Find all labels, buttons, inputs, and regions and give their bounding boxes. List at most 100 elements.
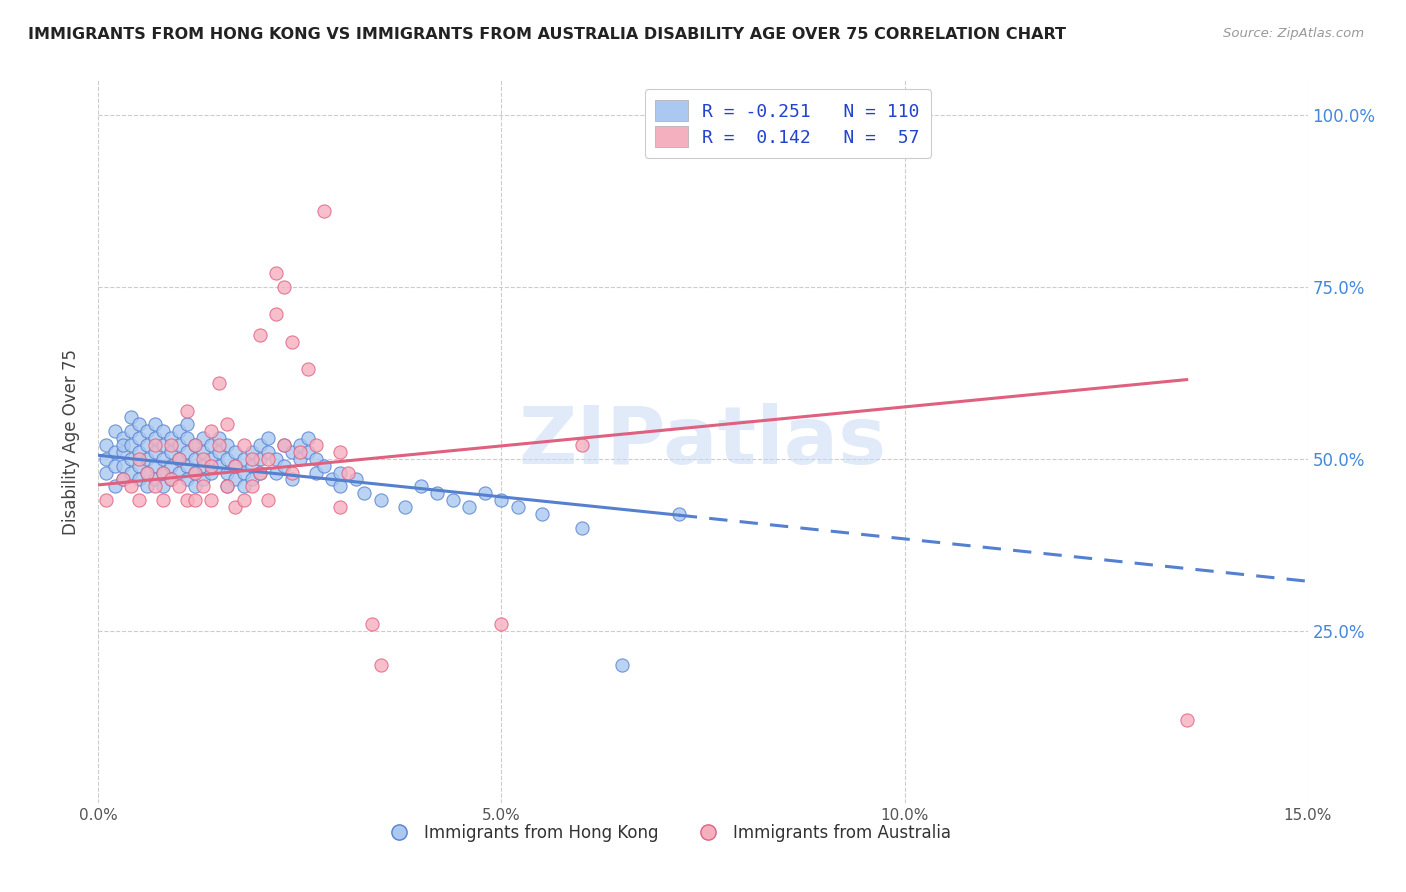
- Point: [193, 451, 215, 466]
- Point: [135, 438, 157, 452]
- Point: [240, 472, 263, 486]
- Point: [305, 438, 328, 452]
- Point: [167, 466, 190, 480]
- Point: [167, 479, 190, 493]
- Point: [176, 472, 198, 486]
- Point: [200, 466, 222, 480]
- Point: [353, 486, 375, 500]
- Point: [288, 451, 311, 466]
- Point: [224, 500, 246, 514]
- Point: [160, 458, 183, 473]
- Point: [143, 417, 166, 432]
- Point: [200, 451, 222, 466]
- Point: [167, 451, 190, 466]
- Point: [224, 445, 246, 459]
- Point: [200, 493, 222, 508]
- Point: [103, 479, 125, 493]
- Point: [224, 458, 246, 473]
- Point: [193, 431, 215, 445]
- Point: [128, 493, 150, 508]
- Point: [370, 658, 392, 673]
- Point: [458, 500, 481, 514]
- Point: [96, 438, 118, 452]
- Point: [232, 451, 254, 466]
- Point: [256, 445, 278, 459]
- Point: [135, 466, 157, 480]
- Text: Source: ZipAtlas.com: Source: ZipAtlas.com: [1223, 27, 1364, 40]
- Point: [273, 438, 295, 452]
- Point: [152, 479, 174, 493]
- Point: [152, 424, 174, 438]
- Point: [184, 451, 207, 466]
- Point: [273, 279, 295, 293]
- Point: [217, 479, 239, 493]
- Point: [160, 431, 183, 445]
- Point: [474, 486, 496, 500]
- Point: [184, 438, 207, 452]
- Point: [160, 472, 183, 486]
- Point: [1175, 713, 1198, 727]
- Point: [160, 445, 183, 459]
- Point: [200, 438, 222, 452]
- Point: [612, 658, 634, 673]
- Point: [409, 479, 432, 493]
- Point: [273, 438, 295, 452]
- Point: [152, 466, 174, 480]
- Point: [281, 445, 304, 459]
- Point: [224, 458, 246, 473]
- Point: [103, 458, 125, 473]
- Point: [184, 466, 207, 480]
- Point: [217, 479, 239, 493]
- Point: [232, 479, 254, 493]
- Point: [217, 466, 239, 480]
- Point: [256, 493, 278, 508]
- Point: [281, 334, 304, 349]
- Point: [240, 479, 263, 493]
- Point: [120, 451, 142, 466]
- Point: [249, 466, 271, 480]
- Point: [143, 479, 166, 493]
- Point: [193, 472, 215, 486]
- Point: [96, 493, 118, 508]
- Point: [135, 424, 157, 438]
- Point: [96, 451, 118, 466]
- Point: [491, 616, 513, 631]
- Point: [193, 458, 215, 473]
- Point: [128, 458, 150, 473]
- Point: [571, 438, 593, 452]
- Point: [264, 307, 287, 321]
- Point: [143, 431, 166, 445]
- Point: [256, 451, 278, 466]
- Point: [394, 500, 416, 514]
- Point: [120, 410, 142, 425]
- Point: [176, 445, 198, 459]
- Point: [111, 431, 134, 445]
- Point: [152, 438, 174, 452]
- Point: [273, 458, 295, 473]
- Point: [120, 424, 142, 438]
- Point: [208, 431, 231, 445]
- Point: [176, 431, 198, 445]
- Point: [208, 376, 231, 390]
- Point: [200, 424, 222, 438]
- Point: [176, 493, 198, 508]
- Point: [297, 445, 319, 459]
- Point: [128, 431, 150, 445]
- Point: [249, 327, 271, 342]
- Point: [111, 458, 134, 473]
- Point: [256, 431, 278, 445]
- Point: [143, 472, 166, 486]
- Point: [111, 472, 134, 486]
- Point: [152, 466, 174, 480]
- Point: [167, 451, 190, 466]
- Point: [128, 472, 150, 486]
- Point: [361, 616, 384, 631]
- Point: [297, 362, 319, 376]
- Point: [184, 479, 207, 493]
- Point: [314, 204, 336, 219]
- Point: [329, 466, 352, 480]
- Point: [208, 445, 231, 459]
- Point: [176, 417, 198, 432]
- Point: [297, 431, 319, 445]
- Point: [264, 266, 287, 280]
